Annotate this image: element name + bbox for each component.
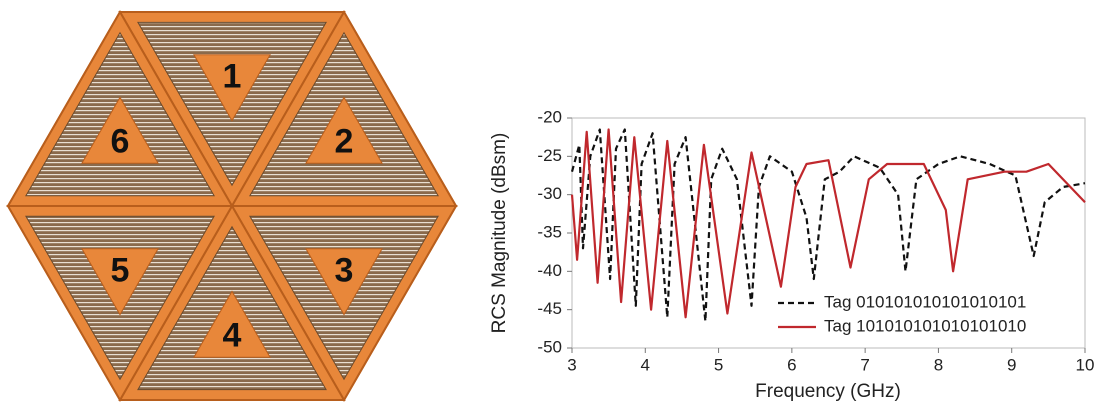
x-tick-label: 10 — [1076, 355, 1095, 374]
y-tick-label: -45 — [537, 299, 562, 318]
x-tick-label: 7 — [860, 355, 869, 374]
triangle-label: 6 — [111, 122, 130, 160]
y-tick-label: -25 — [537, 146, 562, 165]
triangle-label: 3 — [335, 252, 354, 290]
y-tick-label: -20 — [537, 107, 562, 126]
y-tick-label: -30 — [537, 184, 562, 203]
x-axis-title: Frequency (GHz) — [755, 381, 901, 402]
legend-label: Tag 101010101010101010 — [824, 316, 1026, 335]
series-line — [572, 130, 1085, 318]
figure: Frequency (GHz) RCS Magnitude (dBsm) 1 2 3… — [0, 0, 1097, 408]
x-tick-label: 5 — [714, 355, 723, 374]
legend-label: Tag 010101010101010101 — [824, 292, 1026, 311]
y-tick-label: -35 — [537, 222, 562, 241]
plot-frame — [572, 118, 1085, 348]
x-tick-label: 9 — [1007, 355, 1016, 374]
triangle-label: 2 — [335, 122, 354, 160]
y-tick-label: -40 — [537, 261, 562, 280]
x-tick-label: 8 — [934, 355, 943, 374]
x-tick-label: 3 — [567, 355, 576, 374]
y-axis-title: RCS Magnitude (dBsm) — [489, 133, 510, 334]
y-tick-label: -50 — [537, 337, 562, 356]
triangle-label: 5 — [111, 252, 130, 290]
triangle-label: 1 — [223, 58, 242, 96]
triangle-label: 4 — [223, 316, 242, 354]
x-tick-label: 6 — [787, 355, 796, 374]
x-tick-label: 4 — [641, 355, 650, 374]
